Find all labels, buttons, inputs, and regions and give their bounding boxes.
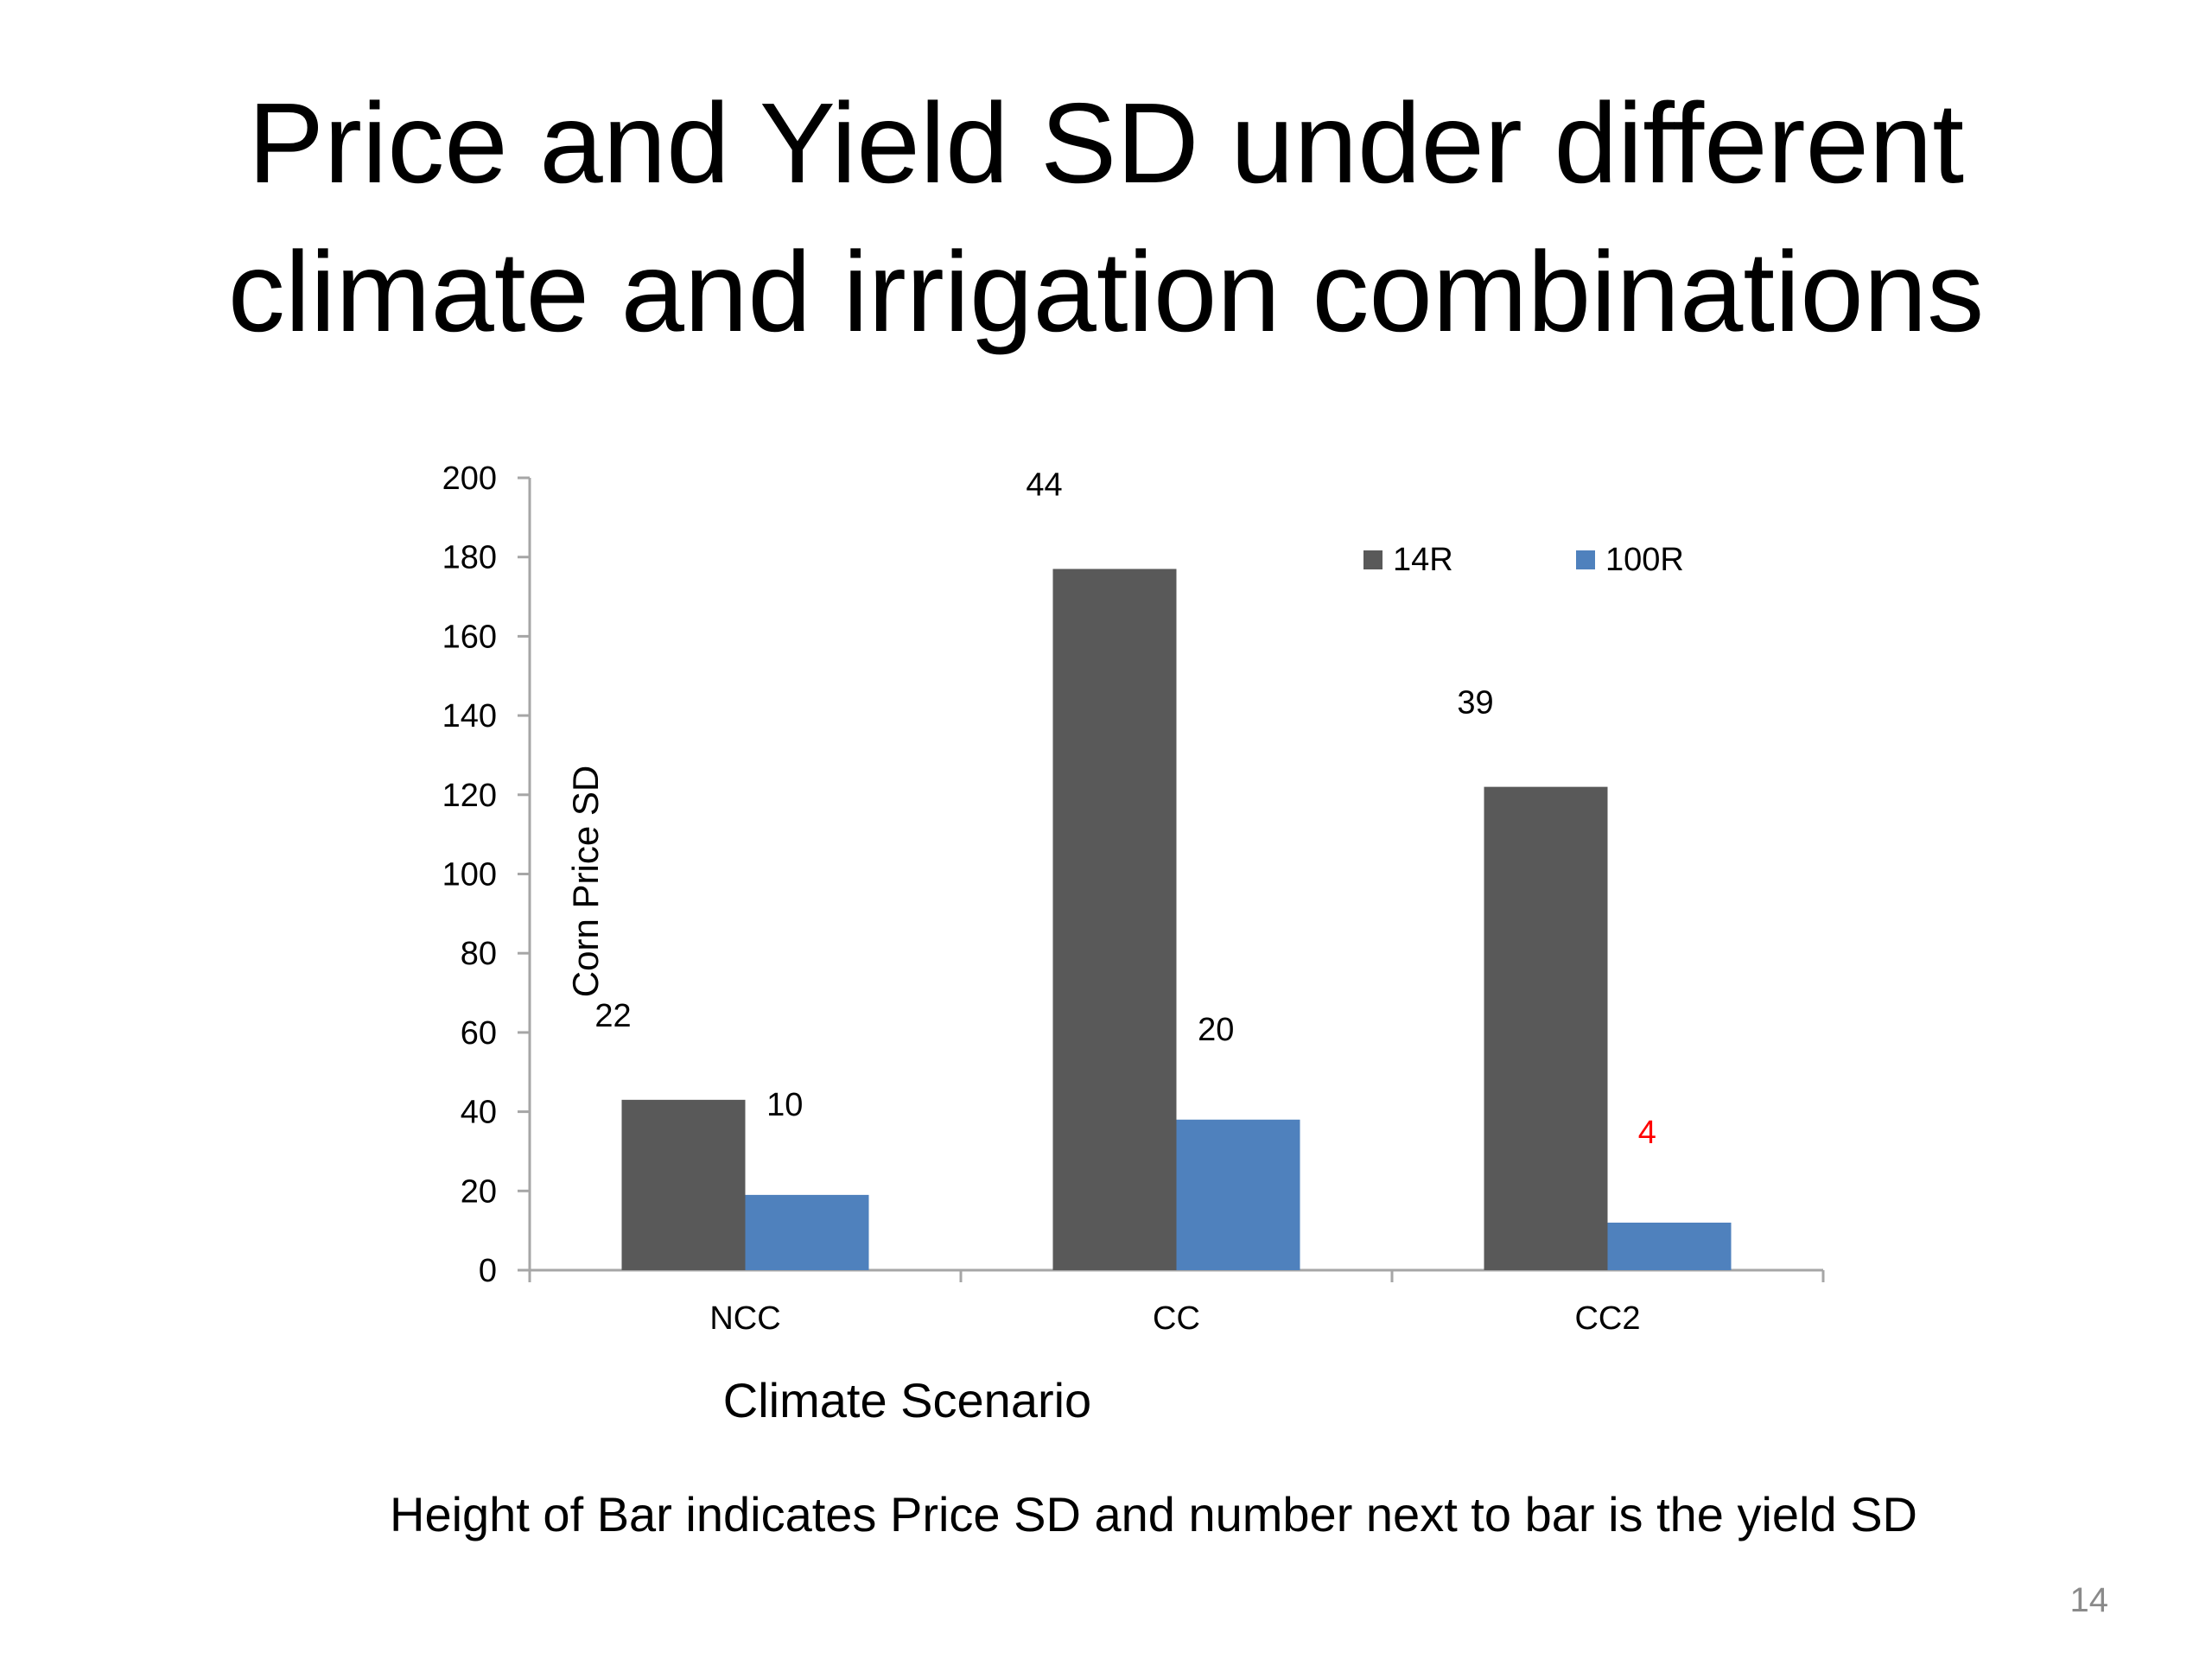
y-tick-label: 0 [479, 1253, 497, 1289]
legend: 14R 100R [1363, 542, 1684, 578]
y-tick-label: 160 [442, 619, 497, 655]
y-tick-label: 100 [442, 857, 497, 893]
y-tick-label: 20 [461, 1173, 497, 1210]
yield-sd-label-100r-cc2: 4 [1638, 1115, 1656, 1151]
bar-14r-cc [1052, 569, 1177, 1270]
legend-label-100r: 100R [1605, 542, 1684, 578]
footnote: Height of Bar indicates Price SD and num… [390, 1487, 1917, 1541]
bars [621, 569, 1732, 1270]
bar-100r-cc2 [1607, 1222, 1732, 1270]
legend-swatch-14r [1363, 550, 1382, 569]
yield-sd-label-100r-cc: 20 [1198, 1012, 1234, 1048]
y-axis-ticks: 0 20 40 60 80 100 120 140 160 180 200 [442, 461, 530, 1289]
page-number: 14 [2069, 1581, 2109, 1619]
yield-sd-label-14r-cc: 44 [1026, 467, 1062, 503]
yield-sd-label-100r-ncc: 10 [766, 1087, 803, 1123]
bar-14r-ncc [621, 1099, 746, 1270]
category-label-cc2: CC2 [1574, 1300, 1640, 1337]
category-labels: NCC CC CC2 [709, 1300, 1640, 1337]
yield-sd-label-14r-ncc: 22 [594, 998, 631, 1034]
bar-100r-cc [1176, 1119, 1300, 1270]
y-tick-label: 60 [461, 1015, 497, 1052]
x-axis-label: Climate Scenario [723, 1373, 1091, 1427]
yield-sd-label-14r-cc2: 39 [1457, 685, 1493, 721]
legend-label-14r: 14R [1393, 542, 1453, 578]
y-axis-label: Corn Price SD [565, 766, 606, 997]
y-tick-label: 40 [461, 1095, 497, 1131]
y-tick-label: 140 [442, 698, 497, 734]
slide-title: Price and Yield SD under different clima… [0, 69, 2212, 366]
bar-14r-cc2 [1484, 786, 1608, 1270]
category-label-ncc: NCC [709, 1300, 780, 1337]
legend-swatch-100r [1576, 550, 1595, 569]
title-line-2: climate and irrigation combinations [227, 228, 1985, 355]
y-tick-label: 180 [442, 540, 497, 576]
title-line-1: Price and Yield SD under different [247, 79, 1965, 207]
category-label-cc: CC [1153, 1300, 1200, 1337]
bar-labels: 22 44 39 10 20 4 [594, 467, 1656, 1151]
bar-100r-ncc [745, 1194, 869, 1270]
y-tick-label: 120 [442, 778, 497, 814]
y-tick-label: 200 [442, 461, 497, 497]
y-tick-label: 80 [461, 936, 497, 972]
x-axis-ticks [528, 1270, 1825, 1282]
